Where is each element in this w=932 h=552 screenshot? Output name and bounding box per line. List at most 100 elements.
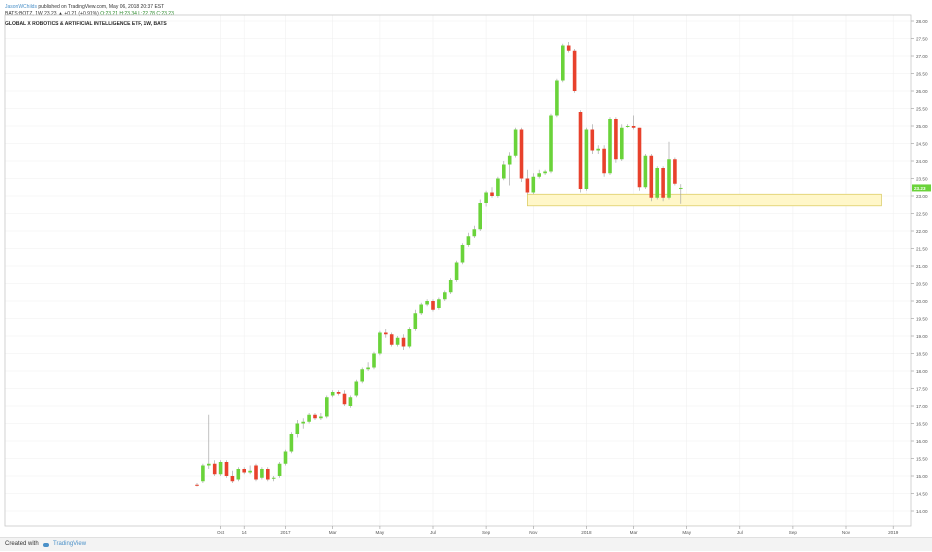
y-tick-label: 15.00 (916, 474, 928, 479)
x-tick-label: Oct (217, 530, 225, 535)
candle-body-up (218, 462, 223, 475)
x-tick-label: Sep (789, 530, 798, 535)
candle-body-down (342, 393, 347, 405)
candle-body-down (614, 119, 618, 160)
x-tick-label: 2018 (581, 530, 592, 535)
y-tick-label: 17.00 (916, 404, 928, 409)
candle-body-up (354, 381, 359, 396)
candle-body-up (425, 301, 429, 305)
candle-body-up (236, 469, 241, 480)
candle-body-up (366, 367, 370, 370)
candle-body-up (207, 463, 211, 466)
y-tick-label: 14.50 (916, 491, 928, 496)
last-price-tag (912, 184, 931, 192)
candle-body-up (413, 313, 418, 329)
x-tick-label: 14 (242, 530, 248, 535)
candle-body-down (602, 148, 606, 174)
candle-body-up (301, 421, 305, 424)
y-tick-label: 22.00 (916, 229, 928, 234)
candle-body-up (260, 469, 264, 478)
y-tick-label: 26.50 (916, 71, 928, 76)
candle-body-down (254, 465, 258, 480)
x-tick-label: Jul (737, 530, 743, 535)
candle-body-down (195, 484, 199, 486)
x-tick-label: 2019 (888, 530, 899, 535)
publisher-link[interactable]: JasonWChilds (5, 4, 37, 10)
plot-frame (4, 14, 912, 527)
candle-body-up (295, 423, 300, 434)
chart-title: GLOBAL X ROBOTICS & ARTIFICIAL INTELLIGE… (5, 21, 167, 27)
y-tick-label: 28.00 (916, 19, 928, 24)
candle-body-up (655, 168, 659, 198)
candle-body-up (472, 229, 477, 237)
tradingview-logo-icon (43, 542, 50, 547)
x-tick-label: Nov (842, 530, 851, 535)
x-tick-label: May (376, 530, 385, 535)
candle-body-up (543, 171, 547, 174)
candle-body-up (271, 477, 276, 479)
candlestick-chart[interactable]: 14.00 14.50 15.00 15.50 16.00 16.50 17.00 17.50… (0, 0, 932, 537)
candle-body-down (389, 334, 394, 345)
x-tick-label: May (682, 530, 691, 535)
published-text: published on TradingView.com, May 06, 20… (38, 4, 165, 10)
candle-body-up (584, 129, 589, 189)
support-zone-box (527, 193, 882, 207)
y-tick-label: 23.50 (916, 176, 928, 181)
y-tick-label: 20.00 (916, 299, 928, 304)
candle-body-down (336, 392, 341, 394)
support-zone-layer (527, 193, 882, 207)
grid-lines (5, 15, 911, 526)
created-with-text: Created with (5, 541, 39, 547)
y-tick-label: 22.50 (916, 211, 928, 216)
y-tick-label: 17.50 (916, 386, 928, 391)
x-tick-label: Jul (430, 530, 436, 535)
y-tick-label: 18.50 (916, 351, 928, 356)
candle-body-down (490, 192, 494, 196)
candle-body-down (401, 337, 406, 347)
candle-body-down (242, 469, 246, 473)
y-tick-label: 23.00 (916, 194, 928, 199)
candle-body-up (378, 332, 382, 354)
candle-body-up (201, 465, 205, 482)
tradingview-brand-link[interactable]: TradingView (53, 541, 87, 547)
y-tick-label: 19.00 (916, 334, 928, 339)
candle-body-down (637, 127, 642, 188)
candle-body-up (466, 236, 471, 245)
candle-body-up (643, 155, 648, 188)
y-tick-label: 18.00 (916, 369, 928, 374)
x-tick-label: Mar (329, 530, 337, 535)
candle-body-up (537, 173, 541, 177)
candles-layer (195, 42, 683, 487)
candle-body-down (661, 168, 665, 198)
last-price-label: 23.23 (914, 186, 926, 191)
candle-body-up (496, 178, 500, 196)
y-tick-label: 21.50 (916, 246, 928, 251)
candle-body-down (578, 112, 583, 189)
symbol-line: BATS:BOTZ, 1W 23.23 ▲ +0.21 (+0.91%) O:2… (5, 11, 174, 17)
candle-body-down (384, 332, 388, 335)
ohlc-values: O:23.21 H:23.34 L:22.78 C:23.23 (100, 11, 174, 17)
candle-body-up (507, 155, 512, 165)
candle-body-up (283, 451, 288, 464)
candle-body-up (348, 397, 353, 406)
y-tick-label: 27.50 (916, 36, 928, 41)
candle-body-down (673, 159, 677, 184)
y-tick-label: 27.00 (916, 54, 928, 59)
candle-body-up (330, 392, 335, 396)
candle-body-up (620, 127, 624, 160)
footer-bar: Created with TradingView (0, 537, 932, 551)
candle-body-up (478, 203, 482, 230)
candle-body-up (625, 126, 630, 127)
candle-body-down (230, 476, 235, 482)
x-tick-label: Nov (529, 530, 538, 535)
y-tick-label: 19.50 (916, 316, 928, 321)
candle-body-down (313, 414, 317, 419)
candle-body-up (289, 434, 294, 452)
candle-body-down (649, 155, 654, 198)
symbol-quote: BATS:BOTZ, 1W 23.23 ▲ +0.21 (+0.91%) (5, 11, 99, 17)
candle-body-up (277, 463, 282, 476)
y-tick-label: 14.00 (916, 509, 928, 514)
candle-body-down (266, 469, 270, 480)
candle-body-up (484, 192, 488, 203)
y-tick-label: 24.50 (916, 141, 928, 146)
